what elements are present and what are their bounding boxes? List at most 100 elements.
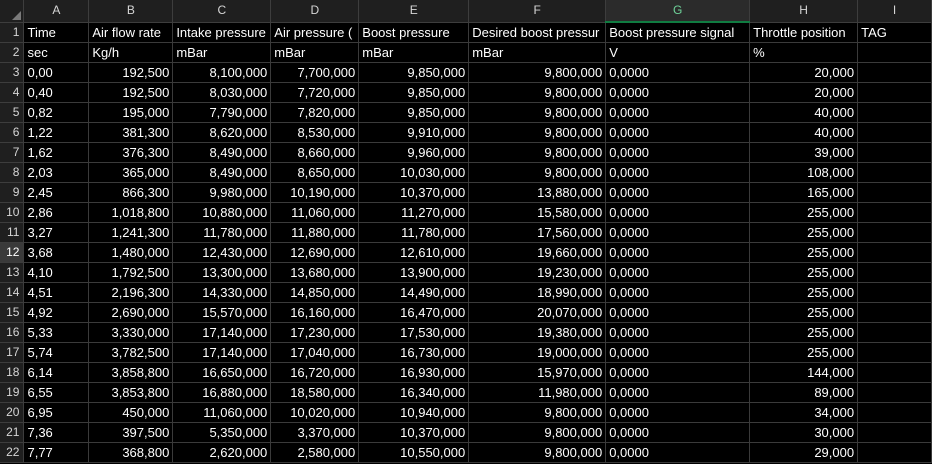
column-header-b[interactable]: B — [88, 0, 174, 23]
cell-d13[interactable]: 13,680,000 — [270, 262, 360, 283]
cell-d9[interactable]: 10,190,000 — [270, 182, 360, 203]
cell-g8[interactable]: 0,0000 — [605, 162, 751, 183]
cell-a21[interactable]: 7,36 — [23, 422, 90, 443]
cell-i8[interactable] — [857, 162, 932, 183]
cell-g15[interactable]: 0,0000 — [605, 302, 751, 323]
row-header-8[interactable]: 8 — [0, 162, 25, 183]
cell-h9[interactable]: 165,000 — [749, 182, 859, 203]
cell-g6[interactable]: 0,0000 — [605, 122, 751, 143]
cell-b3[interactable]: 192,500 — [88, 62, 174, 83]
cell-c11[interactable]: 11,780,000 — [172, 222, 272, 243]
cell-e20[interactable]: 10,940,000 — [358, 402, 470, 423]
cell-e8[interactable]: 10,030,000 — [358, 162, 470, 183]
cell-c1[interactable]: Intake pressure — [172, 22, 272, 43]
cell-a13[interactable]: 4,10 — [23, 262, 90, 283]
row-header-9[interactable]: 9 — [0, 182, 25, 203]
cell-c6[interactable]: 8,620,000 — [172, 122, 272, 143]
cell-b1[interactable]: Air flow rate — [88, 22, 174, 43]
column-header-c[interactable]: C — [172, 0, 272, 23]
cell-e11[interactable]: 11,780,000 — [358, 222, 470, 243]
cell-h22[interactable]: 29,000 — [749, 442, 859, 463]
row-header-6[interactable]: 6 — [0, 122, 25, 143]
column-header-g[interactable]: G — [605, 0, 751, 23]
row-header-19[interactable]: 19 — [0, 382, 25, 403]
column-header-d[interactable]: D — [270, 0, 360, 23]
cell-g2[interactable]: V — [605, 42, 751, 63]
cell-c19[interactable]: 16,880,000 — [172, 382, 272, 403]
cell-d20[interactable]: 10,020,000 — [270, 402, 360, 423]
cell-c14[interactable]: 14,330,000 — [172, 282, 272, 303]
cell-b22[interactable]: 368,800 — [88, 442, 174, 463]
cell-f22[interactable]: 9,800,000 — [468, 442, 607, 463]
cell-c2[interactable]: mBar — [172, 42, 272, 63]
cell-a6[interactable]: 1,22 — [23, 122, 90, 143]
row-header-5[interactable]: 5 — [0, 102, 25, 123]
cell-b2[interactable]: Kg/h — [88, 42, 174, 63]
cell-h3[interactable]: 20,000 — [749, 62, 859, 83]
cell-f8[interactable]: 9,800,000 — [468, 162, 607, 183]
cell-f15[interactable]: 20,070,000 — [468, 302, 607, 323]
cell-h1[interactable]: Throttle position — [749, 22, 859, 43]
cell-g13[interactable]: 0,0000 — [605, 262, 751, 283]
cell-d11[interactable]: 11,880,000 — [270, 222, 360, 243]
cell-f20[interactable]: 9,800,000 — [468, 402, 607, 423]
cell-f4[interactable]: 9,800,000 — [468, 82, 607, 103]
cell-b21[interactable]: 397,500 — [88, 422, 174, 443]
cell-a20[interactable]: 6,95 — [23, 402, 90, 423]
cell-i17[interactable] — [857, 342, 932, 363]
cell-i10[interactable] — [857, 202, 932, 223]
cell-e9[interactable]: 10,370,000 — [358, 182, 470, 203]
cell-c16[interactable]: 17,140,000 — [172, 322, 272, 343]
cell-e2[interactable]: mBar — [358, 42, 470, 63]
cell-a1[interactable]: Time — [23, 22, 90, 43]
cell-e22[interactable]: 10,550,000 — [358, 442, 470, 463]
cell-g20[interactable]: 0,0000 — [605, 402, 751, 423]
cell-i18[interactable] — [857, 362, 932, 383]
cell-h21[interactable]: 30,000 — [749, 422, 859, 443]
cell-i22[interactable] — [857, 442, 932, 463]
cell-e17[interactable]: 16,730,000 — [358, 342, 470, 363]
column-header-f[interactable]: F — [468, 0, 607, 23]
cell-g16[interactable]: 0,0000 — [605, 322, 751, 343]
cell-f6[interactable]: 9,800,000 — [468, 122, 607, 143]
cell-d7[interactable]: 8,660,000 — [270, 142, 360, 163]
cell-c17[interactable]: 17,140,000 — [172, 342, 272, 363]
cell-d22[interactable]: 2,580,000 — [270, 442, 360, 463]
cell-g3[interactable]: 0,0000 — [605, 62, 751, 83]
cell-a15[interactable]: 4,92 — [23, 302, 90, 323]
cell-i20[interactable] — [857, 402, 932, 423]
cell-g12[interactable]: 0,0000 — [605, 242, 751, 263]
cell-a10[interactable]: 2,86 — [23, 202, 90, 223]
cell-f7[interactable]: 9,800,000 — [468, 142, 607, 163]
cell-e13[interactable]: 13,900,000 — [358, 262, 470, 283]
cell-c22[interactable]: 2,620,000 — [172, 442, 272, 463]
cell-a9[interactable]: 2,45 — [23, 182, 90, 203]
cell-f3[interactable]: 9,800,000 — [468, 62, 607, 83]
cell-h11[interactable]: 255,000 — [749, 222, 859, 243]
cell-i13[interactable] — [857, 262, 932, 283]
cell-h14[interactable]: 255,000 — [749, 282, 859, 303]
cell-d14[interactable]: 14,850,000 — [270, 282, 360, 303]
cell-h5[interactable]: 40,000 — [749, 102, 859, 123]
row-header-4[interactable]: 4 — [0, 82, 25, 103]
cell-d15[interactable]: 16,160,000 — [270, 302, 360, 323]
cell-i12[interactable] — [857, 242, 932, 263]
cell-e18[interactable]: 16,930,000 — [358, 362, 470, 383]
cell-a19[interactable]: 6,55 — [23, 382, 90, 403]
cell-a8[interactable]: 2,03 — [23, 162, 90, 183]
cell-i1[interactable]: TAG — [857, 22, 932, 43]
cell-a17[interactable]: 5,74 — [23, 342, 90, 363]
cell-i2[interactable] — [857, 42, 932, 63]
cell-c18[interactable]: 16,650,000 — [172, 362, 272, 383]
cell-f18[interactable]: 15,970,000 — [468, 362, 607, 383]
cell-b5[interactable]: 195,000 — [88, 102, 174, 123]
cell-a16[interactable]: 5,33 — [23, 322, 90, 343]
cell-g7[interactable]: 0,0000 — [605, 142, 751, 163]
cell-b4[interactable]: 192,500 — [88, 82, 174, 103]
cell-c8[interactable]: 8,490,000 — [172, 162, 272, 183]
cell-c5[interactable]: 7,790,000 — [172, 102, 272, 123]
select-all-corner[interactable] — [0, 0, 25, 23]
cell-e19[interactable]: 16,340,000 — [358, 382, 470, 403]
row-header-1[interactable]: 1 — [0, 22, 25, 43]
cell-c3[interactable]: 8,100,000 — [172, 62, 272, 83]
